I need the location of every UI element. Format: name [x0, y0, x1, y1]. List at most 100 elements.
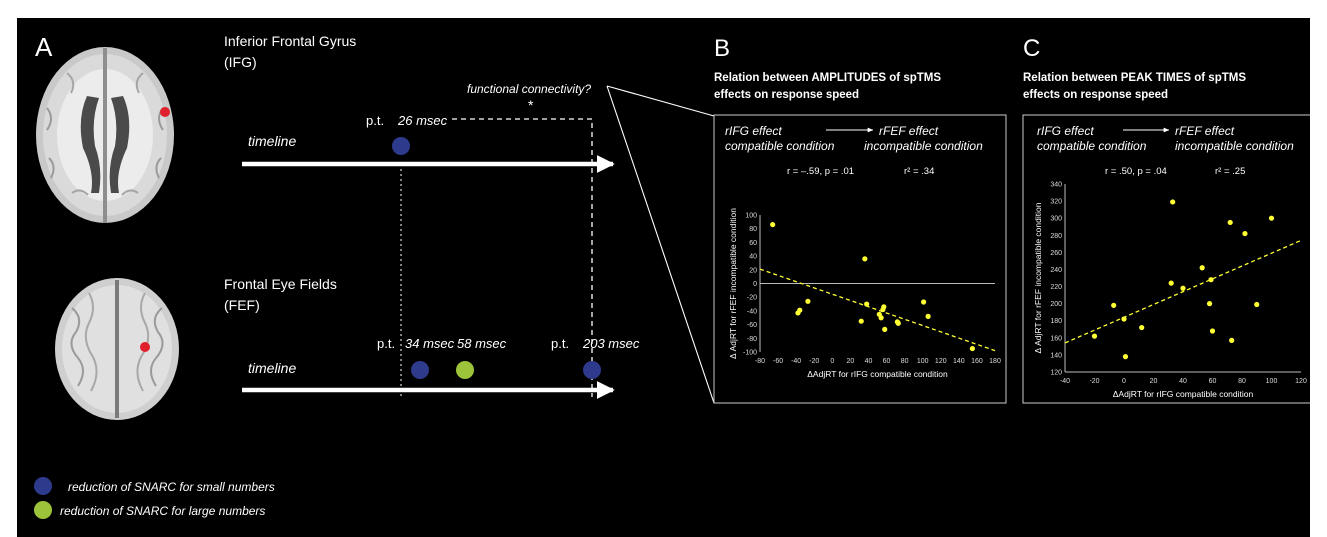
ifg-small-number-dot [392, 137, 410, 155]
chart-c-data-point [1170, 199, 1176, 205]
chart-c-y-tick-label: 280 [1050, 233, 1062, 240]
ifg-peak-time: 26 msec [397, 113, 448, 128]
chart-b-x-tick-label: -20 [809, 358, 819, 365]
chart-c-y-tick-label: 240 [1050, 267, 1062, 274]
chart-b-x-tick-label: 60 [883, 358, 891, 365]
fef-peak-time-3: 203 msec [582, 336, 640, 351]
panel-c-stat-r: r = .50, p = .04 [1105, 166, 1167, 177]
chart-c-x-tick-label: 60 [1209, 378, 1217, 385]
fef-small-number-dot-203 [583, 361, 601, 379]
chart-c-data-point [1180, 285, 1186, 291]
ifg-site-marker [160, 107, 170, 117]
chart-c-y-tick-label: 200 [1050, 301, 1062, 308]
chart-b-x-tick-label: 180 [989, 358, 1001, 365]
panel-c-heading-line1: Relation between PEAK TIMES of spTMS [1023, 72, 1246, 84]
chart-c-data-point [1121, 316, 1127, 322]
chart-c-x-tick-label: 0 [1122, 378, 1126, 385]
legend-small-dot [34, 477, 52, 495]
chart-c-y-tick-label: 340 [1050, 182, 1062, 189]
figure-frame: A Inferior Frontal Gyrus (IFG) functiona… [17, 18, 1310, 537]
chart-b-data-point [925, 313, 931, 319]
panel-b-left-effect-2: compatible condition [725, 139, 835, 153]
panel-b-stat-r2: r² = .34 [904, 166, 934, 177]
chart-c-data-point [1242, 230, 1248, 237]
chart-b-data-point [864, 301, 870, 307]
chart-c-data-point [1268, 215, 1275, 221]
chart-c-y-tick-label: 180 [1050, 318, 1062, 325]
chart-b-y-tick-label: -60 [747, 322, 757, 329]
panel-a: A Inferior Frontal Gyrus (IFG) functiona… [34, 32, 640, 519]
chart-c-data-point [1209, 328, 1216, 334]
chart-c-data-point [1122, 354, 1129, 360]
panel-b-heading-line2: effects on response speed [714, 89, 859, 101]
chart-c-y-tick-label: 260 [1050, 250, 1062, 257]
panel-b-right-effect-2: incompatible condition [864, 139, 983, 153]
chart-c-x-tick-label: 20 [1150, 378, 1158, 385]
chart-c-y-axis-label: Δ AdjRT for rFEF incompatible condition [1033, 202, 1043, 353]
panel-a-letter: A [35, 32, 53, 62]
panel-b-stat-r: r = –.59, p = .01 [787, 166, 854, 177]
chart-c-x-tick-label: -20 [1089, 378, 1099, 385]
chart-c-x-tick-label: 40 [1179, 378, 1187, 385]
chart-c-data-point [1199, 265, 1205, 271]
chart-b-data-point [858, 318, 864, 324]
chart-b-x-tick-label: 120 [935, 358, 947, 365]
ifg-pt-prefix: p.t. [366, 113, 384, 128]
fef-title: Frontal Eye Fields [224, 276, 337, 292]
chart-b-y-tick-label: -40 [747, 308, 757, 315]
chart-b-data-point [969, 345, 976, 352]
panel-b: B Relation between AMPLITUDES of spTMS e… [713, 35, 1007, 404]
chart-b-x-tick-label: 140 [953, 358, 965, 365]
chart-b-y-tick-label: 60 [749, 240, 757, 247]
chart-b-y-tick-label: 0 [753, 281, 757, 288]
chart-c-trendline [1064, 239, 1302, 344]
chart-b-y-tick-label: -20 [747, 295, 757, 302]
chart-c-x-axis-label: ΔAdjRT for rIFG compatible condition [1113, 389, 1254, 399]
chart-c-data-point [1168, 280, 1174, 286]
chart-b-y-tick-label: 100 [745, 213, 757, 220]
legend-small-label: reduction of SNARC for small numbers [68, 480, 275, 494]
chart-b-data-point [862, 256, 868, 262]
chart-b-trendline [759, 268, 996, 352]
panel-c-box [1022, 114, 1310, 404]
chart-c-data-point [1254, 301, 1260, 308]
chart-b-x-tick-label: 160 [971, 358, 983, 365]
chart-c-x-tick-label: 100 [1266, 378, 1278, 385]
chart-c-data-point [1111, 302, 1117, 308]
chart-b-x-tick-label: -80 [755, 358, 765, 365]
chart-b-y-tick-label: 40 [749, 254, 757, 261]
panel-c-heading-line2: effects on response speed [1023, 89, 1168, 101]
chart-b-y-tick-label: -100 [743, 350, 757, 357]
chart-b-data-point [895, 320, 901, 326]
chart-b-data-point [878, 315, 884, 321]
fef-peak-time-1: 34 msec [405, 336, 455, 351]
fef-title-abbrev: (FEF) [224, 297, 260, 313]
panel-c-stat-r2: r² = .25 [1215, 166, 1245, 177]
chart-c-x-tick-label: 120 [1295, 378, 1307, 385]
chart-b-data-point [805, 298, 811, 304]
ifg-title: Inferior Frontal Gyrus [224, 33, 356, 49]
fef-pt-prefix-2: p.t. [551, 336, 569, 351]
zoom-line-bottom [606, 85, 715, 404]
legend-large-label: reduction of SNARC for large numbers [60, 504, 265, 518]
panel-c-left-effect-2: compatible condition [1037, 139, 1147, 153]
zoom-line-top [606, 85, 715, 117]
chart-b-x-tick-label: -60 [773, 358, 783, 365]
panel-b-scatter-chart: -80 -60 -40 -20 0 20 40 60 80 100 120 140 160 180 -100… [728, 208, 1001, 379]
chart-c-y-tick-label: 160 [1050, 335, 1062, 342]
panel-b-heading-line1: Relation between AMPLITUDES of spTMS [714, 72, 941, 84]
fef-site-marker [140, 342, 150, 352]
legend-large-dot [34, 501, 52, 519]
ifg-timeline-label: timeline [248, 133, 296, 149]
connectivity-bracket [452, 118, 593, 397]
chart-b-data-point [920, 299, 927, 305]
chart-c-data-point [1206, 301, 1213, 307]
panel-c-left-effect-1: rIFG effect [1037, 124, 1094, 138]
chart-b-x-tick-label: 100 [917, 358, 929, 365]
panel-c-letter: C [1023, 35, 1040, 62]
chart-c-y-tick-label: 300 [1050, 216, 1062, 223]
chart-c-y-tick-label: 140 [1050, 352, 1062, 359]
chart-b-x-tick-label: 40 [865, 358, 873, 365]
fef-small-number-dot-34 [411, 361, 429, 379]
chart-c-data-point [1091, 333, 1098, 339]
